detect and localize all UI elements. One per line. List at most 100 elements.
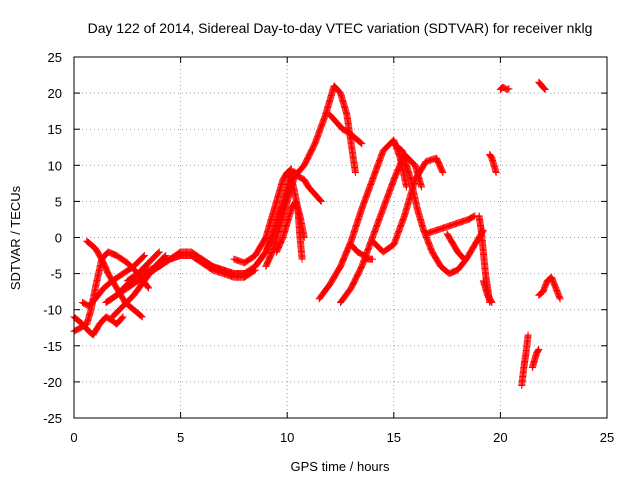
series-arc-v: [422, 212, 479, 238]
x-tick-label: 0: [70, 430, 77, 445]
data-point-interp: [534, 346, 542, 354]
data-point-interp: [459, 253, 467, 261]
data-point-interp: [143, 282, 151, 290]
data-point-interp: [357, 139, 365, 147]
data-point-interp: [402, 182, 410, 190]
data-point-interp: [161, 252, 169, 260]
data-point-interp: [408, 159, 416, 167]
axis-ticks: 0 5 10 15 20 25 -25 -20 -15 -10 -5 0 5 10 15 20 25: [43, 50, 614, 445]
data-point-interp: [298, 164, 306, 172]
data-point-interp: [533, 348, 541, 356]
data-point-interp: [362, 253, 370, 261]
series-arc-d: [79, 252, 148, 310]
data-point-interp: [310, 142, 318, 150]
data-point-interp: [376, 245, 384, 253]
data-point-interp: [351, 245, 359, 253]
series-arc-ab: [518, 331, 532, 390]
data-point-interp: [351, 134, 359, 142]
chart-title: Day 122 of 2014, Sidereal Day-to-day VTE…: [88, 20, 593, 36]
data-points: [70, 78, 564, 390]
x-axis-label: GPS time / hours: [291, 459, 390, 474]
series-arc-i: [155, 252, 259, 281]
data-point-interp: [117, 315, 125, 323]
x-tick-label: 15: [387, 430, 401, 445]
x-tick-label: 25: [600, 430, 614, 445]
data-point-interp: [154, 250, 162, 258]
data-point-interp: [459, 254, 467, 262]
data-point-interp: [458, 252, 466, 260]
series-arc-j: [230, 165, 295, 267]
data-point-interp: [139, 252, 147, 260]
data-point-interp: [536, 290, 544, 298]
data-point-interp: [317, 196, 325, 204]
data-point-interp: [137, 312, 145, 320]
x-tick-label: 20: [493, 430, 507, 445]
data-point-interp: [486, 296, 494, 304]
data-point: [541, 85, 549, 93]
data-point-interp: [89, 298, 97, 306]
data-point-interp: [309, 187, 317, 195]
series-arc-o: [285, 169, 306, 263]
data-point-interp: [127, 294, 135, 302]
data-point-interp: [351, 167, 359, 175]
data-point-interp: [484, 292, 492, 300]
data-point-interp: [138, 254, 146, 262]
data-point-interp: [540, 85, 548, 93]
series-arc-p: [326, 111, 366, 148]
data-point-interp: [556, 294, 564, 302]
data-point-interp: [367, 255, 375, 263]
data-point-interp: [347, 130, 355, 138]
series-arc-q: [315, 136, 411, 303]
y-tick-label: 0: [55, 231, 62, 246]
data-point-interp: [438, 167, 446, 175]
y-tick-label: 15: [48, 122, 62, 137]
data-point-interp: [144, 283, 152, 291]
data-point-interp: [334, 86, 342, 94]
data-point-interp: [159, 254, 167, 262]
x-tick-label: 10: [280, 430, 294, 445]
data-point-interp: [89, 242, 97, 250]
data-point-interp: [355, 137, 363, 145]
data-point-interp: [335, 265, 343, 273]
data-point-interp: [298, 254, 306, 262]
data-point-interp: [469, 213, 477, 221]
data-point-interp: [486, 151, 494, 159]
y-tick-label: 5: [55, 194, 62, 209]
series-arc-y: [479, 277, 496, 306]
series-arc-w: [443, 230, 468, 263]
y-tick-label: -25: [43, 411, 62, 426]
y-tick-label: -10: [43, 303, 62, 318]
data-point-interp: [84, 239, 92, 247]
y-tick-label: 10: [48, 158, 62, 173]
data-point-interp: [487, 152, 495, 160]
data-point-interp: [136, 311, 144, 319]
data-point-interp: [261, 236, 269, 244]
data-point-interp: [83, 325, 91, 333]
x-tick-label: 5: [177, 430, 184, 445]
series-arc-z: [486, 150, 500, 177]
series-arc-u: [347, 241, 376, 263]
data-point-interp: [487, 297, 495, 305]
data-point-interp: [153, 251, 161, 259]
y-tick-label: -15: [43, 339, 62, 354]
data-point-interp: [356, 138, 364, 146]
data-point-interp: [160, 253, 168, 261]
data-point-interp: [116, 305, 124, 313]
y-tick-label: -5: [50, 267, 62, 282]
data-point-interp: [534, 347, 542, 355]
data-point-interp: [315, 195, 323, 203]
y-axis-label: SDTVAR / TECUs: [8, 185, 23, 290]
data-point-interp: [417, 182, 425, 190]
series-arc-aa: [496, 83, 513, 93]
series-arc-l: [251, 82, 359, 270]
data-point-interp: [330, 115, 338, 123]
y-tick-label: 25: [48, 50, 62, 65]
data-point-interp: [357, 265, 365, 273]
grid-lines: [74, 57, 607, 418]
data-point-interp: [139, 253, 147, 261]
data-point-interp: [470, 212, 478, 220]
data-point-interp: [524, 332, 532, 340]
data-point-interp: [316, 196, 324, 204]
y-tick-label: 20: [48, 86, 62, 101]
